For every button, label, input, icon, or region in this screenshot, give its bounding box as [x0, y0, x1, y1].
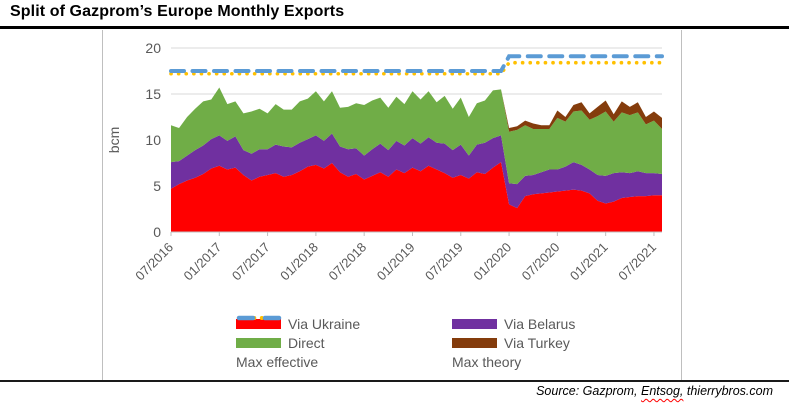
- source-caption: Source: Gazprom, Entsog, thierrybros.com: [536, 384, 773, 398]
- legend-swatch-dashes: [236, 315, 284, 321]
- x-axis-tick-label: 07/2016: [132, 240, 176, 284]
- x-axis-tick-label: 07/2019: [422, 240, 466, 284]
- y-axis-tick-label: 20: [145, 40, 161, 56]
- y-axis-tick-label: 10: [145, 132, 161, 148]
- legend-label: Max effective: [236, 353, 319, 370]
- line-max-effective: [169, 60, 664, 76]
- x-axis-tick-label: 07/2018: [325, 240, 369, 284]
- legend-label: Max theory: [452, 353, 522, 370]
- x-axis-tick-label: 01/2018: [277, 240, 321, 284]
- bottom-divider: [0, 380, 789, 382]
- line-max-theory: [169, 54, 664, 73]
- legend-item-max-theory: Max theory: [236, 315, 575, 371]
- x-axis-tick-label: 01/2017: [181, 240, 225, 284]
- source-misspelled-word: Entsog,: [641, 384, 684, 398]
- legend-item-via-belarus: Via Belarus: [452, 314, 575, 333]
- legend-item-via-ukraine: Via Ukraine: [236, 314, 452, 333]
- y-axis-tick-label: 15: [145, 86, 161, 102]
- legend-label: Direct: [288, 334, 325, 351]
- y-axis-title: bcm: [106, 127, 122, 153]
- legend-item-direct: Direct: [236, 333, 452, 352]
- legend-item-via-turkey: Via Turkey: [452, 333, 575, 352]
- x-axis-tick-label: 01/2021: [567, 240, 611, 284]
- legend-swatch-rect: [452, 337, 497, 348]
- source-text: Source: Gazprom,: [536, 384, 641, 398]
- title-divider: [0, 26, 789, 29]
- area-via-belarus: [171, 133, 662, 209]
- chart-container[interactable]: 0 5 10 15 20 bcm 07/2016 01/2017 07/2017 01/2018 0…: [102, 30, 682, 380]
- source-text-suffix: thierrybros.com: [683, 384, 773, 398]
- legend-swatch-rect: [236, 337, 281, 348]
- y-axis-tick-label: 5: [153, 178, 161, 194]
- x-axis-tick-label: 07/2017: [229, 240, 273, 284]
- legend-label: Via Turkey: [504, 334, 570, 351]
- legend-swatch-rect: [236, 318, 281, 329]
- area-direct: [171, 87, 662, 185]
- legend-item-max-effective: Max effective: [236, 316, 452, 371]
- legend-swatch-rect: [452, 318, 497, 329]
- area-via-ukraine: [171, 162, 662, 232]
- chart-legend: Via Ukraine Via Belarus Direct Via Turkey Ma…: [236, 314, 575, 371]
- y-axis-tick-label: 0: [153, 224, 161, 240]
- legend-label: Via Ukraine: [288, 315, 361, 332]
- x-axis-tick-label: 01/2019: [374, 240, 418, 284]
- page-title: Split of Gazprom’s Europe Monthly Export…: [10, 3, 345, 20]
- legend-label: Via Belarus: [504, 315, 576, 332]
- x-axis-tick-label: 01/2020: [470, 240, 514, 284]
- x-axis-tick-label: 07/2021: [615, 240, 659, 284]
- x-axis-tick-label: 07/2020: [519, 240, 563, 284]
